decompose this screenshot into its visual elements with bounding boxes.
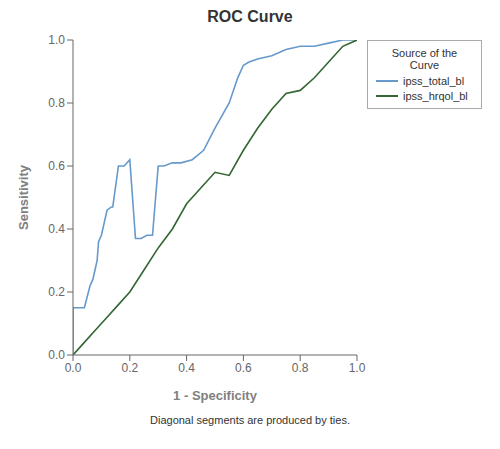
svg-text:1.0: 1.0 (349, 361, 366, 375)
svg-text:0.0: 0.0 (65, 361, 82, 375)
html-text:ipss_hrqol_bl: ipss_hrqol_bl (403, 90, 468, 102)
svg-text:0.6: 0.6 (48, 159, 65, 173)
svg-text:1.0: 1.0 (48, 33, 65, 47)
html-text:Diagonal segments are produced: Diagonal segments are produced by ties. (150, 414, 350, 426)
svg-text:0.2: 0.2 (121, 361, 138, 375)
svg-text:0.8: 0.8 (292, 361, 309, 375)
svg-text:0.4: 0.4 (48, 222, 65, 236)
svg-text:0.0: 0.0 (48, 348, 65, 362)
html-text:ipss_total_bl: ipss_total_bl (403, 75, 465, 87)
svg-text:Sensitivity: Sensitivity (16, 164, 31, 230)
html-text:Curve: Curve (409, 59, 440, 71)
svg-text:0.2: 0.2 (48, 285, 65, 299)
html-text:ROC Curve: ROC Curve (207, 8, 293, 25)
svg-text:0.4: 0.4 (178, 361, 195, 375)
svg-text:1 - Specificity: 1 - Specificity (173, 388, 258, 403)
svg-text:0.6: 0.6 (235, 361, 252, 375)
svg-text:0.8: 0.8 (48, 96, 65, 110)
html-text:Source of the: Source of the (391, 47, 458, 59)
